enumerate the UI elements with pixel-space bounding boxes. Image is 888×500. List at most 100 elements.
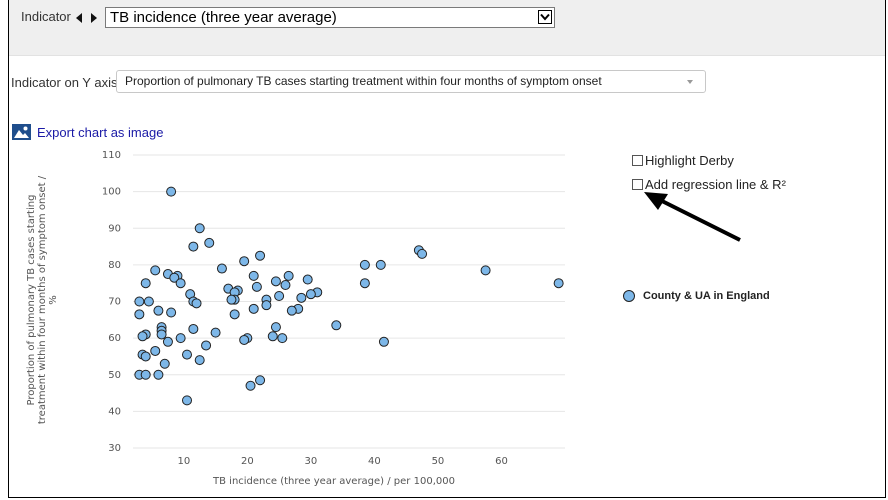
export-chart-link[interactable]: Export chart as image: [37, 124, 164, 140]
data-point[interactable]: [194, 355, 205, 366]
data-point[interactable]: [375, 259, 386, 270]
data-point[interactable]: [156, 329, 167, 340]
y-axis-indicator-value: Proportion of pulmonary TB cases startin…: [125, 74, 602, 88]
data-point[interactable]: [153, 369, 164, 380]
chart-legend: County & UA in England: [623, 290, 770, 302]
data-point[interactable]: [270, 322, 281, 333]
data-point[interactable]: [210, 327, 221, 338]
x-tick-label: 50: [432, 456, 445, 467]
y-tick-label: 80: [108, 260, 121, 271]
indicator-toolbar: Indicator TB incidence (three year avera…: [9, 0, 885, 56]
data-point[interactable]: [267, 331, 278, 342]
data-point[interactable]: [255, 250, 266, 261]
data-point[interactable]: [134, 309, 145, 320]
chart-grid: [133, 154, 565, 449]
data-point[interactable]: [248, 270, 259, 281]
data-point[interactable]: [283, 270, 294, 281]
data-point[interactable]: [359, 278, 370, 289]
data-point[interactable]: [280, 280, 291, 291]
data-point[interactable]: [188, 241, 199, 252]
data-point[interactable]: [182, 395, 192, 406]
annotation-arrow-icon: [644, 192, 741, 242]
data-point[interactable]: [248, 303, 259, 314]
y-axis-title-line-3: %: [48, 295, 59, 305]
data-point[interactable]: [305, 289, 316, 300]
data-point[interactable]: [251, 281, 262, 292]
data-point[interactable]: [150, 265, 161, 276]
data-point[interactable]: [331, 320, 342, 331]
data-point[interactable]: [378, 336, 389, 347]
data-point[interactable]: [229, 309, 240, 320]
image-icon: [12, 124, 31, 140]
previous-indicator-arrow-icon[interactable]: [76, 13, 82, 23]
data-point[interactable]: [417, 248, 428, 259]
data-point[interactable]: [166, 307, 177, 318]
export-chart-button[interactable]: Export chart as image: [12, 123, 163, 141]
data-point[interactable]: [150, 345, 161, 356]
data-point[interactable]: [480, 265, 491, 276]
data-point[interactable]: [359, 259, 370, 270]
data-point[interactable]: [216, 263, 227, 274]
x-tick-label: 20: [241, 456, 254, 467]
y-axis-indicator-label: Indicator on Y axis: [11, 75, 118, 90]
legend-series-name: County & UA in England: [643, 290, 770, 302]
y-tick-label: 110: [102, 150, 121, 161]
indicator-dropdown-button[interactable]: [538, 10, 552, 24]
y-axis-title: Proportion of pulmonary TB cases startin…: [26, 175, 59, 424]
data-point[interactable]: [277, 333, 288, 344]
data-point[interactable]: [245, 380, 256, 391]
y-axis-ticks: 30 40 50 60 70 80 90 100 110: [102, 150, 121, 454]
data-point[interactable]: [162, 336, 173, 347]
data-point[interactable]: [191, 298, 202, 309]
y-axis-title-line-2: treatment within four months of symptom …: [37, 175, 48, 424]
x-tick-label: 40: [368, 456, 381, 467]
data-point[interactable]: [140, 351, 151, 362]
data-point[interactable]: [175, 278, 186, 289]
highlight-derby-option[interactable]: Highlight Derby: [632, 153, 734, 168]
data-point[interactable]: [153, 305, 164, 316]
data-point[interactable]: [194, 223, 205, 234]
indicator-select-value: TB incidence (three year average): [110, 9, 337, 26]
data-point[interactable]: [286, 305, 297, 316]
legend-marker: [623, 290, 635, 302]
data-point[interactable]: [204, 237, 215, 248]
y-tick-label: 100: [102, 187, 121, 198]
highlight-derby-checkbox[interactable]: [632, 155, 643, 166]
data-point[interactable]: [169, 272, 180, 283]
data-point[interactable]: [134, 296, 145, 307]
y-tick-label: 90: [108, 223, 121, 234]
y-tick-label: 30: [108, 443, 121, 454]
data-point[interactable]: [140, 278, 151, 289]
data-point[interactable]: [143, 296, 154, 307]
next-indicator-arrow-icon[interactable]: [91, 13, 97, 23]
data-point[interactable]: [255, 375, 266, 386]
data-point[interactable]: [175, 333, 186, 344]
indicator-select[interactable]: TB incidence (three year average): [105, 7, 555, 28]
x-tick-label: 10: [177, 456, 190, 467]
x-axis-ticks: 10 20 30 40 50 60: [177, 456, 507, 467]
regression-line-option[interactable]: Add regression line & R²: [632, 177, 786, 192]
data-point[interactable]: [274, 291, 285, 302]
data-point[interactable]: [226, 294, 237, 305]
data-point[interactable]: [140, 369, 151, 380]
data-point[interactable]: [239, 334, 250, 345]
data-point[interactable]: [553, 278, 564, 289]
data-point[interactable]: [166, 186, 177, 197]
data-point[interactable]: [270, 276, 281, 287]
data-point[interactable]: [239, 256, 250, 267]
data-point[interactable]: [182, 349, 192, 360]
x-tick-label: 60: [495, 456, 508, 467]
y-axis-indicator-select[interactable]: Proportion of pulmonary TB cases startin…: [116, 70, 706, 93]
data-point[interactable]: [296, 292, 307, 303]
data-point[interactable]: [302, 274, 313, 285]
x-tick-label: 30: [305, 456, 318, 467]
y-axis-title-line-1: Proportion of pulmonary TB cases startin…: [26, 195, 37, 406]
y-tick-label: 60: [108, 333, 121, 344]
data-point[interactable]: [201, 340, 212, 351]
regression-line-checkbox[interactable]: [632, 179, 643, 190]
data-point[interactable]: [159, 358, 170, 369]
data-point[interactable]: [188, 323, 199, 334]
data-point[interactable]: [137, 331, 148, 342]
data-point[interactable]: [261, 300, 272, 311]
